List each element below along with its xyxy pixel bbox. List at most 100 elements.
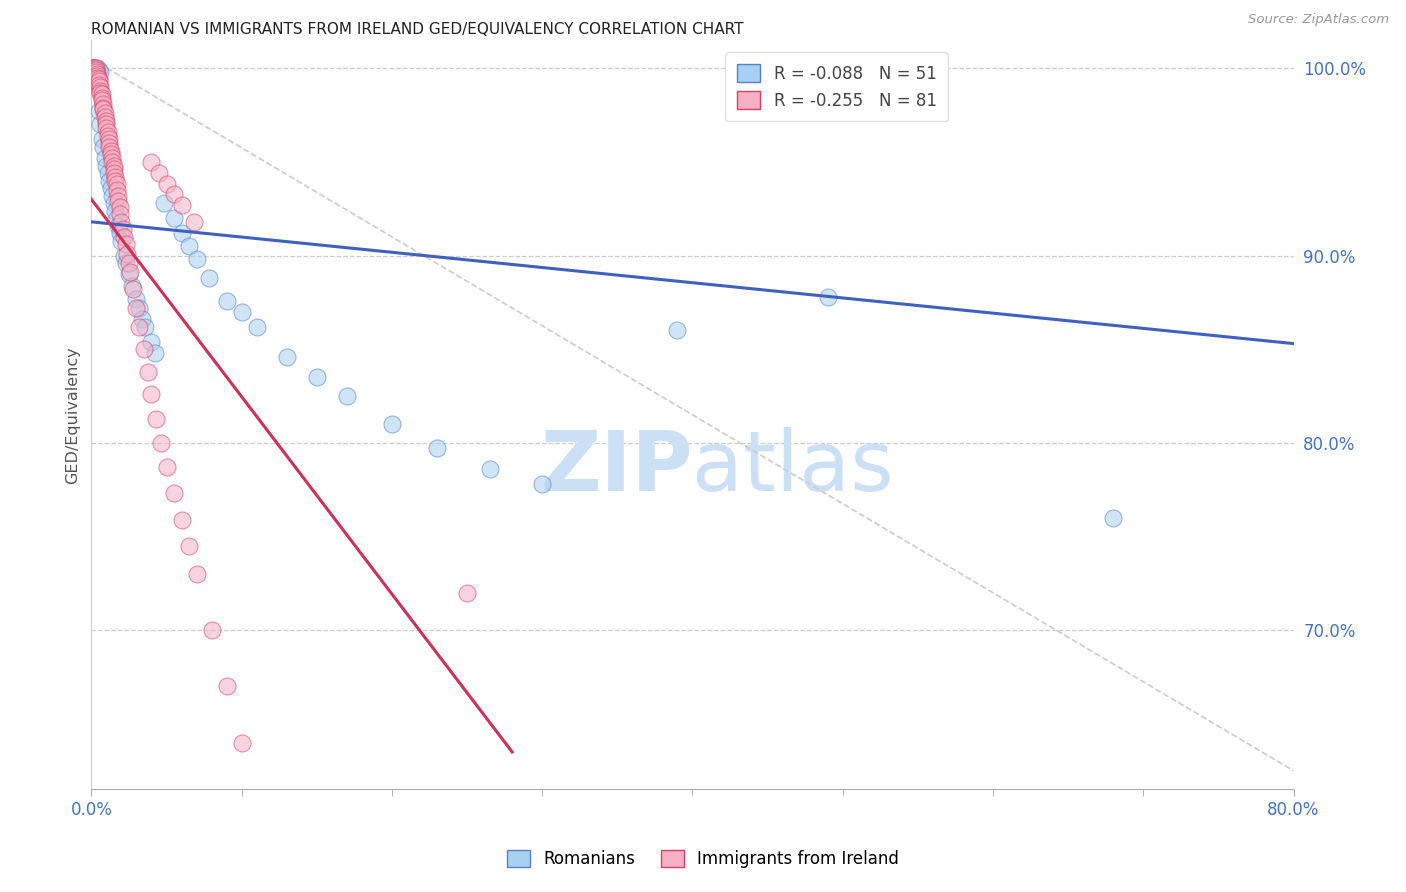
Point [381,417,404,431]
Point [84,62,107,76]
Point [186,252,208,267]
Point [101,151,124,165]
Point [118,268,141,282]
Point [125,301,148,315]
Legend: R = -0.088   N = 51, R = -0.255   N = 81: R = -0.088 N = 51, R = -0.255 N = 81 [725,53,948,121]
Point [141,387,163,401]
Point [104,169,127,184]
Point [120,265,142,279]
Point [90,93,112,107]
Point [122,282,145,296]
Point [103,159,125,173]
Point [105,211,128,226]
Point [82,62,104,76]
Point [83,62,105,76]
Point [87,74,110,88]
Text: ROMANIAN VS IMMIGRANTS FROM IRELAND GED/EQUIVALENCY CORRELATION CHART: ROMANIAN VS IMMIGRANTS FROM IRELAND GED/… [91,22,744,37]
Point [94,151,117,165]
Point [125,292,148,306]
Point [170,513,193,527]
Point [93,101,115,115]
Point [111,222,134,236]
Point [170,198,193,212]
Point [89,86,111,100]
Point [128,319,150,334]
Point [163,486,186,500]
Point [83,62,105,76]
Point [231,305,253,319]
Point [104,203,127,218]
Point [197,271,219,285]
Point [177,539,200,553]
Point [163,186,186,201]
Point [100,144,122,158]
Point [170,226,193,240]
Point [141,155,163,169]
Point [149,435,172,450]
Point [97,125,120,139]
Point [163,211,186,226]
Point [89,118,111,132]
Point [90,132,112,146]
Point [93,103,115,117]
Point [145,411,167,425]
Point [90,91,112,105]
Point [118,256,141,270]
Point [817,290,839,304]
Legend: Romanians, Immigrants from Ireland: Romanians, Immigrants from Ireland [501,843,905,875]
Text: atlas: atlas [692,426,894,508]
Point [84,65,107,79]
Y-axis label: GED/Equivalency: GED/Equivalency [65,346,80,483]
Text: Source: ZipAtlas.com: Source: ZipAtlas.com [1249,13,1389,27]
Point [86,67,108,81]
Point [103,162,125,177]
Point [215,680,238,694]
Point [108,207,131,221]
Point [478,462,501,476]
Point [115,237,138,252]
Point [89,65,111,79]
Point [1102,510,1125,524]
Point [336,389,359,403]
Point [101,155,124,169]
Text: ZIP: ZIP [540,426,692,508]
Point [107,219,129,233]
Point [138,365,160,379]
Point [215,293,238,308]
Point [276,350,298,364]
Point [143,346,166,360]
Point [108,200,131,214]
Point [186,567,208,582]
Point [105,178,128,192]
Point [93,140,115,154]
Point [107,194,129,209]
Point [117,246,139,260]
Point [155,460,177,475]
Point [426,442,449,456]
Point [96,121,118,136]
Point [246,319,269,334]
Point [114,230,136,244]
Point [101,188,124,202]
Point [183,215,205,229]
Point [246,792,269,806]
Point [141,334,163,349]
Point [152,196,174,211]
Point [666,324,689,338]
Point [87,104,110,119]
Point [96,113,118,128]
Point [128,301,150,315]
Point [103,196,125,211]
Point [177,239,200,253]
Point [98,136,121,151]
Point [114,248,136,262]
Point [87,63,110,78]
Point [132,343,155,357]
Point [98,132,121,146]
Point [86,70,108,85]
Point [103,166,125,180]
Point [105,183,128,197]
Point [82,62,104,76]
Point [87,78,110,92]
Point [87,72,110,87]
